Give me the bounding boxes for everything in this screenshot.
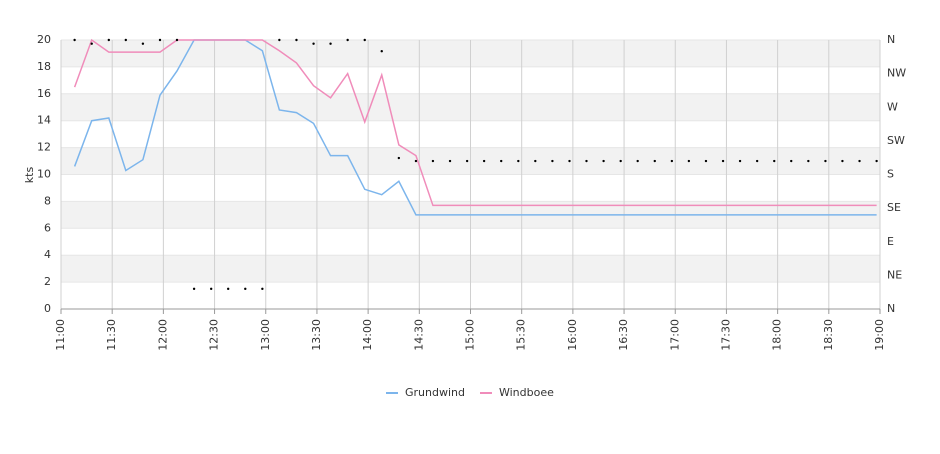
- direction-dot: [858, 159, 861, 163]
- direction-dot: [517, 159, 520, 163]
- direction-dot: [278, 38, 281, 42]
- y-tick-label: 12: [37, 141, 51, 154]
- y2-tick-label: N: [887, 302, 895, 315]
- y2-tick-label: NE: [887, 268, 902, 281]
- direction-dot: [704, 159, 708, 163]
- x-tick-label: 15:00: [464, 319, 477, 351]
- direction-dot: [465, 159, 469, 163]
- y2-tick-label: E: [887, 235, 894, 248]
- direction-dot: [363, 38, 366, 42]
- direction-dot: [124, 38, 128, 42]
- direction-dot: [431, 159, 435, 163]
- direction-dot: [448, 159, 452, 163]
- x-tick-label: 11:00: [54, 319, 67, 351]
- y-tick-label: 10: [37, 168, 51, 181]
- y-tick-label: 14: [37, 114, 51, 127]
- direction-dot: [414, 159, 418, 163]
- direction-dot: [738, 159, 742, 163]
- x-tick-label: 18:00: [771, 319, 784, 351]
- direction-dot: [261, 287, 264, 291]
- x-tick-label: 14:30: [412, 319, 425, 351]
- direction-dot: [482, 159, 486, 163]
- y2-tick-label: NW: [887, 67, 906, 80]
- direction-dot: [209, 287, 213, 291]
- y-tick-label: 16: [37, 87, 51, 100]
- direction-dot: [380, 50, 383, 53]
- y2-tick-label: S: [887, 168, 894, 181]
- direction-dot: [244, 287, 247, 291]
- x-tick-label: 16:30: [617, 319, 630, 351]
- x-tick-label: 12:30: [208, 319, 221, 351]
- direction-dot: [721, 159, 725, 163]
- direction-dot: [824, 159, 827, 163]
- y2-tick-label: W: [887, 100, 898, 113]
- direction-dot: [73, 38, 76, 42]
- direction-dot: [551, 159, 554, 163]
- x-tick-label: 19:00: [873, 319, 886, 351]
- direction-dot: [636, 159, 639, 163]
- y-tick-label: 20: [37, 33, 51, 46]
- y2-tick-label: N: [887, 33, 895, 46]
- direction-dot: [312, 42, 315, 45]
- legend-label: Grundwind: [405, 386, 465, 399]
- x-tick-label: 12:00: [156, 319, 169, 351]
- y-tick-label: 0: [44, 302, 51, 315]
- direction-dot: [687, 159, 691, 163]
- x-tick-label: 17:30: [719, 319, 732, 351]
- direction-dot: [90, 42, 93, 45]
- direction-dot: [773, 159, 776, 163]
- direction-dot: [192, 287, 196, 291]
- direction-dot: [107, 38, 111, 42]
- x-tick-label: 16:00: [566, 319, 579, 351]
- x-tick-label: 17:00: [668, 319, 681, 351]
- direction-dot: [295, 38, 298, 42]
- y-axis-label: kts: [23, 167, 36, 184]
- x-tick-label: 11:30: [105, 319, 118, 351]
- x-tick-label: 13:30: [310, 319, 323, 351]
- direction-dot: [500, 159, 503, 163]
- x-tick-label: 14:00: [361, 319, 374, 351]
- direction-dot: [534, 159, 537, 163]
- direction-dot: [670, 159, 674, 163]
- y-tick-label: 2: [44, 275, 51, 288]
- line: [73, 38, 877, 207]
- direction-dot: [175, 38, 179, 42]
- direction-dot: [755, 159, 759, 163]
- direction-dot: [158, 38, 162, 42]
- direction-dot: [619, 159, 622, 163]
- direction-dot: [841, 159, 844, 163]
- y-tick-label: 4: [44, 248, 51, 261]
- direction-dot: [653, 159, 656, 163]
- y2-tick-label: SW: [887, 134, 905, 147]
- direction-dot: [602, 159, 605, 163]
- direction-dot: [790, 159, 793, 163]
- direction-dot: [226, 287, 230, 291]
- x-tick-label: 13:00: [259, 319, 272, 351]
- legend-label: Windboee: [499, 386, 554, 399]
- direction-dot: [346, 38, 349, 42]
- direction-dot: [141, 42, 145, 45]
- direction-dot: [397, 156, 401, 160]
- direction-dot: [329, 42, 332, 45]
- y-tick-label: 6: [44, 221, 51, 234]
- y-tick-label: 8: [44, 194, 51, 207]
- direction-dot: [585, 159, 588, 163]
- x-tick-label: 18:30: [822, 319, 835, 351]
- y-tick-label: 18: [37, 60, 51, 73]
- direction-dot: [568, 159, 571, 163]
- x-tick-label: 15:30: [515, 319, 528, 351]
- y2-tick-label: SE: [887, 201, 901, 214]
- direction-dot: [807, 159, 810, 163]
- direction-dot: [875, 159, 878, 163]
